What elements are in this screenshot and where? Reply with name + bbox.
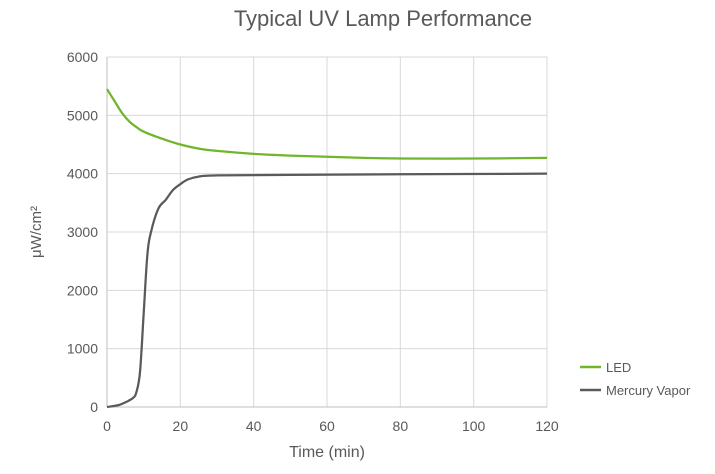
y-tick-label: 0 xyxy=(90,399,98,415)
chart-title: Typical UV Lamp Performance xyxy=(234,6,532,31)
y-tick-label: 5000 xyxy=(67,107,98,123)
x-tick-label: 40 xyxy=(246,418,262,434)
y-tick-label: 6000 xyxy=(67,49,98,65)
y-tick-label: 3000 xyxy=(67,224,98,240)
x-tick-label: 80 xyxy=(393,418,409,434)
x-tick-label: 20 xyxy=(173,418,189,434)
x-tick-label: 100 xyxy=(462,418,486,434)
y-tick-label: 1000 xyxy=(67,341,98,357)
y-tick-label: 4000 xyxy=(67,166,98,182)
gridlines xyxy=(106,56,548,408)
x-axis-label: Time (min) xyxy=(289,444,365,461)
series-lines xyxy=(106,88,548,409)
x-tick-label: 60 xyxy=(319,418,335,434)
x-tick-label: 120 xyxy=(535,418,559,434)
legend-label-mercury-vapor: Mercury Vapor xyxy=(606,383,691,398)
legend-label-led: LED xyxy=(606,360,631,375)
y-tick-label: 2000 xyxy=(67,282,98,298)
series-line-mercury-vapor xyxy=(106,172,548,409)
legend: LED Mercury Vapor xyxy=(580,360,691,398)
series-line-led xyxy=(106,88,548,160)
x-tick-label: 0 xyxy=(103,418,111,434)
axes: 0 1000 2000 3000 4000 5000 6000 0 20 40 60 80 100 120 xyxy=(67,49,559,434)
y-axis-label: μW/cm² xyxy=(28,206,45,258)
